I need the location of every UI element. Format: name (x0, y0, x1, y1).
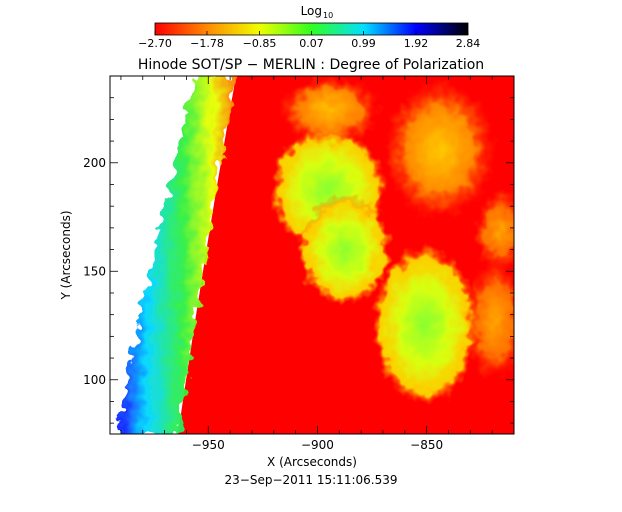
heatmap-plot (110, 76, 514, 434)
region-right-edge (465, 260, 514, 380)
colorbar: Log 10 −2.70 −1.78 −0.85 0.07 0.99 1.92 2.84 (138, 4, 480, 50)
colorbar-label-subscript: 10 (323, 11, 333, 20)
region-top-right (385, 80, 495, 220)
colorbar-tick-label: −1.78 (190, 37, 224, 50)
colorbar-label: Log (301, 4, 322, 18)
limb-band (118, 76, 236, 434)
x-tick-label: −950 (192, 438, 225, 452)
x-axis-label: X (Arcseconds) (267, 455, 357, 469)
colorbar-ticks: −2.70 −1.78 −0.85 0.07 0.99 1.92 2.84 (138, 31, 480, 50)
y-tick-label: 150 (83, 264, 106, 278)
region-right-upper (475, 190, 514, 270)
active-regions (270, 76, 514, 403)
x-tick-label: −850 (410, 438, 443, 452)
region-middle (300, 195, 390, 305)
chart-title: Hinode SOT/SP − MERLIN : Degree of Polar… (138, 57, 484, 73)
y-tick-label: 200 (83, 156, 106, 170)
region-sunspot (373, 247, 477, 403)
x-tick-label: −900 (301, 438, 334, 452)
colorbar-tick-label: 1.92 (404, 37, 429, 50)
y-tick-label: 100 (83, 373, 106, 387)
colorbar-tick-label: −0.85 (243, 37, 277, 50)
colorbar-tick-label: 0.99 (351, 37, 376, 50)
y-axis-label: Y (Arcseconds) (59, 210, 73, 300)
plot-frame (109, 75, 515, 435)
x-axis-ticks: −950 −900 −850 (120, 76, 515, 452)
colorbar-tick-label: −2.70 (138, 37, 172, 50)
colorbar-tick-label: 2.84 (456, 37, 481, 50)
region-top (280, 76, 380, 145)
timestamp: 23−Sep−2011 15:11:06.539 (225, 473, 398, 487)
colorbar-tick-label: 0.07 (299, 37, 324, 50)
y-axis-ticks: 100 150 200 (83, 75, 514, 424)
